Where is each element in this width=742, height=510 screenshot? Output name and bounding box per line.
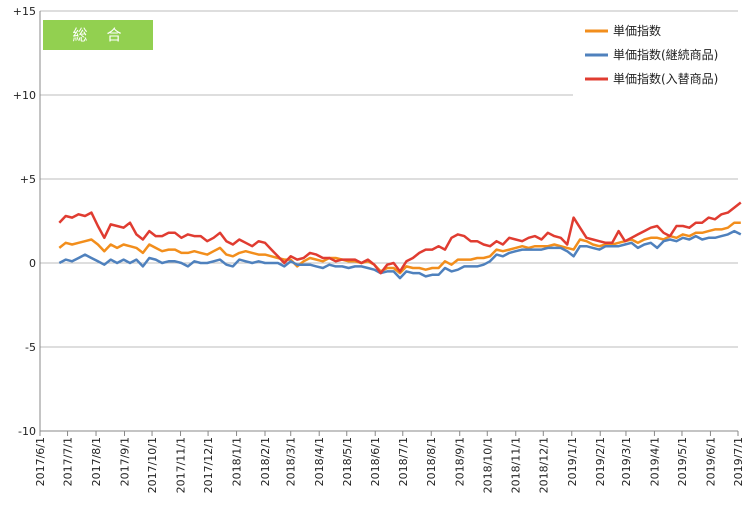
x-tick-label: 2018/1/1: [231, 437, 244, 486]
x-tick-label: 2017/8/1: [90, 437, 103, 486]
x-axis: 2017/6/1 2017/7/1 2017/8/1 2017/9/1 2017/10/…: [34, 431, 742, 493]
y-axis: +15 +10 +5 0 -5 -10: [13, 5, 41, 438]
x-tick-label: 2018/3/1: [285, 437, 298, 486]
series-lines: [58, 201, 742, 280]
y-tick-label: +15: [13, 5, 36, 18]
x-tick-label: 2018/11/1: [510, 437, 523, 493]
y-tick-label: -5: [25, 341, 36, 354]
x-tick-label: 2019/2/1: [594, 437, 607, 486]
series-line-1: [58, 229, 742, 280]
x-tick-label: 2018/6/1: [369, 437, 382, 486]
x-tick-label: 2018/9/1: [454, 437, 467, 486]
x-tick-label: 2018/4/1: [313, 437, 326, 486]
legend-label: 単価指数: [613, 23, 661, 38]
gridlines: [40, 10, 738, 432]
x-tick-label: 2017/10/1: [146, 437, 159, 493]
x-tick-label: 2017/9/1: [118, 437, 131, 486]
series-line-2: [58, 201, 742, 275]
legend-label: 単価指数(入替商品): [613, 71, 718, 86]
y-tick-label: -10: [18, 425, 36, 438]
x-tick-label: 2017/6/1: [34, 437, 47, 486]
x-tick-label: 2019/7/1: [732, 437, 742, 486]
category-badge: 総 合: [43, 20, 153, 50]
x-tick-label: 2017/11/1: [175, 437, 188, 493]
x-tick-label: 2018/7/1: [397, 437, 410, 486]
x-tick-label: 2018/10/1: [481, 437, 494, 493]
x-tick-label: 2019/5/1: [676, 437, 689, 486]
x-tick-label: 2019/4/1: [648, 437, 661, 486]
x-tick-label: 2018/2/1: [259, 437, 272, 486]
badge-label: 総 合: [72, 26, 123, 44]
x-tick-label: 2018/8/1: [425, 437, 438, 486]
x-tick-label: 2017/12/1: [202, 437, 215, 493]
badge-background: [43, 20, 153, 50]
y-tick-label: 0: [29, 257, 36, 270]
x-tick-label: 2019/1/1: [566, 437, 579, 486]
x-tick-label: 2019/3/1: [620, 437, 633, 486]
legend-label: 単価指数(継続商品): [613, 47, 718, 62]
x-tick-label: 2018/12/1: [537, 437, 550, 493]
y-tick-label: +10: [13, 89, 36, 102]
x-tick-label: 2019/6/1: [704, 437, 717, 486]
x-tick-label: 2018/5/1: [341, 437, 354, 486]
y-tick-label: +5: [20, 173, 36, 186]
x-tick-label: 2017/7/1: [62, 437, 75, 486]
